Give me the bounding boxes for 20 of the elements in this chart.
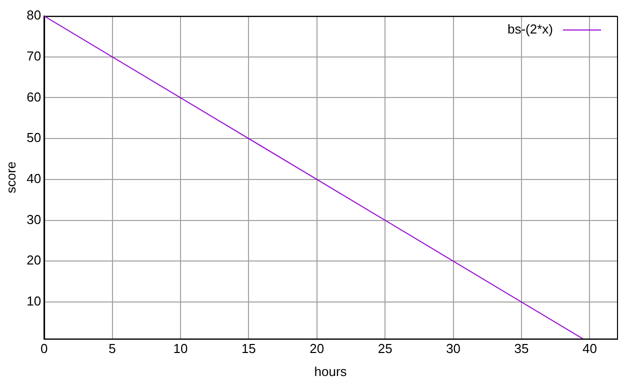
- x-tick-label: 5: [108, 341, 116, 356]
- y-tick-label: 20: [26, 252, 42, 268]
- y-tick-label: 70: [26, 48, 42, 64]
- x-tick-label: 0: [40, 341, 48, 356]
- x-tick-label: 10: [173, 341, 188, 356]
- y-tick-label: 40: [26, 171, 42, 186]
- legend-label: bs-(2*x): [507, 22, 553, 37]
- x-axis-title: hours: [314, 364, 348, 379]
- x-tick-label: 20: [310, 341, 324, 356]
- y-tick-label: 60: [26, 89, 42, 104]
- x-tick-label: 30: [446, 341, 461, 356]
- x-tick-label: 25: [378, 341, 392, 356]
- y-tick-label: 10: [26, 294, 42, 309]
- y-tick-label: 30: [26, 212, 42, 227]
- y-tick-label: 50: [26, 130, 42, 146]
- x-tick-label: 15: [241, 341, 256, 356]
- x-tick-label: 35: [514, 341, 529, 356]
- y-axis-title: score: [3, 162, 18, 194]
- x-tick-label: 40: [582, 341, 597, 356]
- y-tick-label: 80: [26, 8, 42, 23]
